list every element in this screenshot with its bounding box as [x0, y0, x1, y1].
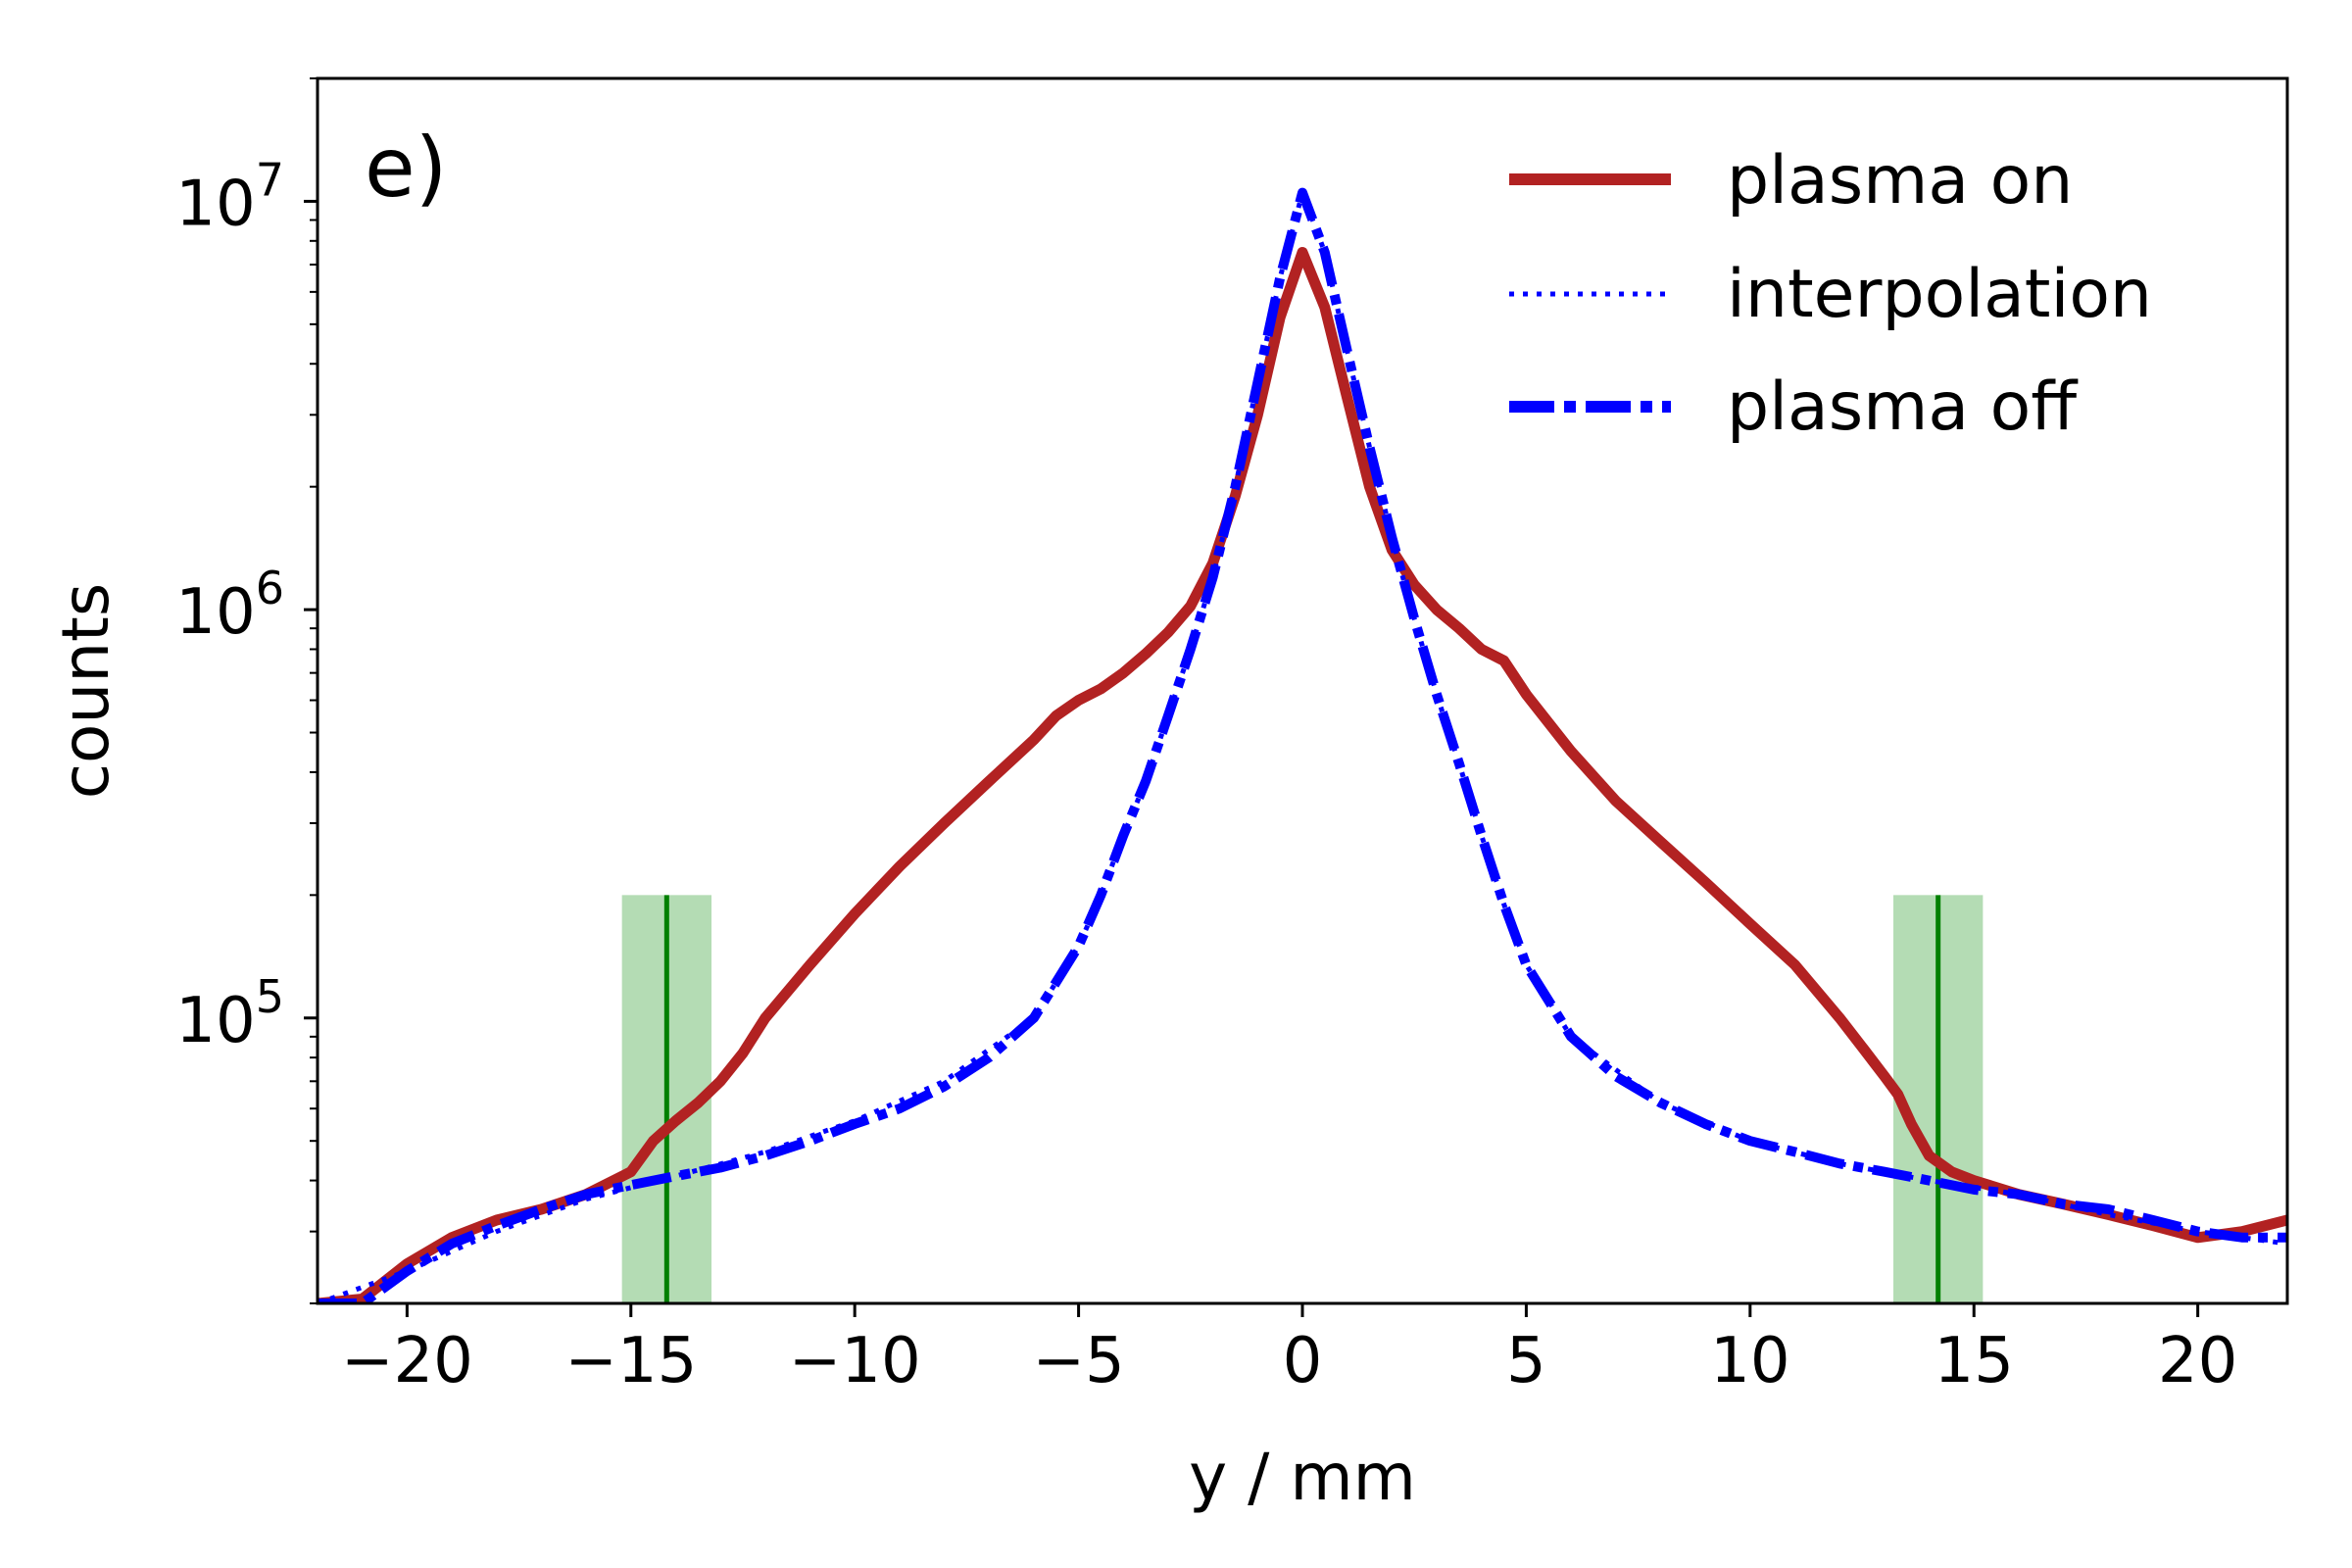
vertical-marker-lines [663, 895, 1941, 1303]
panel-label: e) [365, 120, 447, 216]
x-tick-label: 0 [1283, 1325, 1323, 1397]
x-tick-label: 15 [1935, 1325, 2014, 1397]
legend-label-interpolation: interpolation [1727, 256, 2152, 333]
legend: plasma on interpolation plasma off [1509, 142, 2152, 446]
x-axis-label: y / mm [1189, 1440, 1416, 1515]
legend-label-plasma-on: plasma on [1727, 142, 2073, 220]
x-axis-ticks: −20 −15 −10 −5 0 5 10 15 20 [341, 1303, 2237, 1397]
series-line-plasma-on [318, 247, 2287, 1303]
series-line-plasma-off [318, 187, 2287, 1303]
x-tick-label: 10 [1710, 1325, 1789, 1397]
x-tick-label: 20 [2158, 1325, 2237, 1397]
data-series [318, 187, 2287, 1303]
y-axis-label: counts [48, 583, 123, 800]
x-tick-label: −15 [564, 1325, 697, 1397]
x-tick-label: −20 [341, 1325, 473, 1397]
legend-label-plasma-off: plasma off [1727, 368, 2079, 446]
x-tick-label: −10 [789, 1325, 921, 1397]
x-tick-label: −5 [1032, 1325, 1124, 1397]
x-tick-label: 5 [1506, 1325, 1546, 1397]
